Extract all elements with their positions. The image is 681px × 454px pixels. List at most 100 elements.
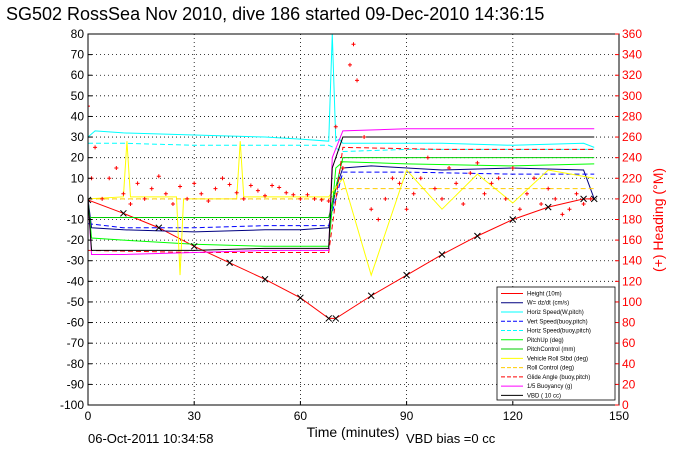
- heading-point: [567, 207, 572, 212]
- series-line: [88, 188, 595, 200]
- heading-point: [440, 196, 444, 201]
- y-right-tick-label: 320: [622, 68, 642, 82]
- heading-point: [227, 182, 232, 187]
- heading-point: [425, 155, 430, 160]
- heading-point: [284, 190, 289, 195]
- legend-label: Roll Control (deg): [527, 366, 574, 372]
- height-marker: [438, 251, 446, 258]
- series-line: [88, 34, 595, 148]
- chart-title: SG502 RossSea Nov 2010, dive 186 started…: [6, 4, 545, 24]
- legend-label: W= dz/dt (cm/s): [527, 301, 569, 307]
- legend-label: Horiz Speed(W,pitch): [527, 310, 584, 316]
- y-right-tick-label: 60: [622, 336, 636, 350]
- y-right-tick-label: 280: [622, 109, 642, 123]
- y-tick-label: -80: [67, 357, 85, 371]
- height-marker: [474, 232, 481, 240]
- y-right-tick-label: 260: [622, 130, 642, 144]
- y-tick-label: -100: [60, 398, 84, 412]
- height-marker: [580, 195, 587, 203]
- heading-point: [149, 186, 154, 191]
- heading-point: [390, 176, 395, 181]
- heading-point: [277, 185, 282, 190]
- y-right-tick-label: 80: [622, 316, 636, 330]
- heading-point: [524, 191, 529, 196]
- heading-point: [100, 196, 105, 201]
- y-tick-label: -90: [67, 377, 85, 391]
- height-marker: [325, 315, 333, 322]
- heading-point: [351, 42, 356, 47]
- y-tick-label: -60: [67, 316, 85, 330]
- heading-point: [489, 181, 494, 186]
- heading-point: [347, 62, 352, 67]
- heading-point: [206, 198, 211, 203]
- heading-point: [305, 192, 310, 197]
- legend-label: Height (10m): [527, 291, 562, 297]
- heading-point: [546, 186, 551, 191]
- heading-point: [482, 191, 487, 196]
- heading-point: [496, 176, 501, 181]
- y-axis-left: 80 70 60 50 40 30 20 10 0 -10 -20 -30 -40 -50 -60 -70 -8…: [60, 27, 92, 412]
- x-tick-label: 90: [400, 409, 414, 423]
- y-right-tick-label: 120: [622, 274, 642, 288]
- series-line: [88, 128, 595, 256]
- legend-label: Vert Speed(buoy,pitch): [527, 319, 588, 325]
- y-right-tick-label: 180: [622, 213, 642, 227]
- heading-point: [319, 197, 324, 202]
- footer-timestamp: 06-Oct-2011 10:34:58: [88, 431, 214, 446]
- series-layer: [88, 34, 598, 322]
- x-tick-label: 120: [503, 409, 523, 423]
- heading-point: [312, 196, 317, 201]
- height-marker: [367, 292, 375, 300]
- legend-label: Vehicle Roll Stbd (deg): [527, 356, 588, 362]
- heading-point: [114, 165, 119, 170]
- heading-point: [510, 165, 515, 170]
- y-right-tick-label: 360: [622, 27, 642, 41]
- heading-point: [93, 145, 98, 150]
- y-right-tick-label: 140: [622, 254, 642, 268]
- heading-point: [298, 196, 303, 201]
- heading-point: [213, 186, 218, 191]
- x-axis-label: Time (minutes): [307, 424, 400, 440]
- heading-point: [156, 174, 161, 179]
- heading-point: [468, 171, 473, 176]
- y-right-tick-label: 240: [622, 151, 642, 165]
- heading-point: [383, 196, 388, 201]
- y-tick-label: 40: [71, 109, 85, 123]
- height-marker: [226, 259, 233, 267]
- series-line: [88, 142, 595, 152]
- y-tick-label: 20: [71, 151, 85, 165]
- legend-label: PitchUp (deg): [527, 338, 564, 344]
- heading-point: [107, 176, 112, 181]
- y-right-tick-label: 340: [622, 48, 642, 62]
- y-right-tick-label: 220: [622, 171, 642, 185]
- y-tick-label: -30: [67, 254, 85, 268]
- y-tick-label: -40: [67, 274, 85, 288]
- heading-point: [291, 192, 296, 197]
- height-marker: [190, 242, 198, 250]
- y-right-tick-label: 100: [622, 295, 642, 309]
- height-marker: [403, 271, 410, 279]
- heading-point: [326, 198, 331, 203]
- y-tick-label: -20: [67, 233, 85, 247]
- x-tick-label: 150: [609, 409, 629, 423]
- heading-point: [270, 183, 275, 188]
- height-marker: [261, 275, 269, 283]
- height-marker: [544, 203, 552, 211]
- y-axis-right: 3603403203002802602402202001801601401201…: [615, 27, 642, 412]
- heading-point: [220, 176, 225, 181]
- legend-label: Horiz Speed(buoy,pitch): [527, 329, 591, 335]
- legend-box: [496, 286, 616, 401]
- height-marker: [155, 224, 163, 232]
- heading-point: [553, 196, 558, 201]
- y-tick-label: 0: [77, 192, 84, 206]
- heading-point: [362, 135, 367, 140]
- series-line: [88, 157, 595, 218]
- heading-point: [142, 196, 147, 201]
- y-right-tick-label: 20: [622, 377, 636, 391]
- heading-point: [248, 183, 253, 188]
- legend-label: VBD ( 10 cc): [527, 393, 561, 399]
- heading-point: [475, 160, 480, 165]
- heading-point: [128, 202, 133, 207]
- series-line: [88, 146, 595, 253]
